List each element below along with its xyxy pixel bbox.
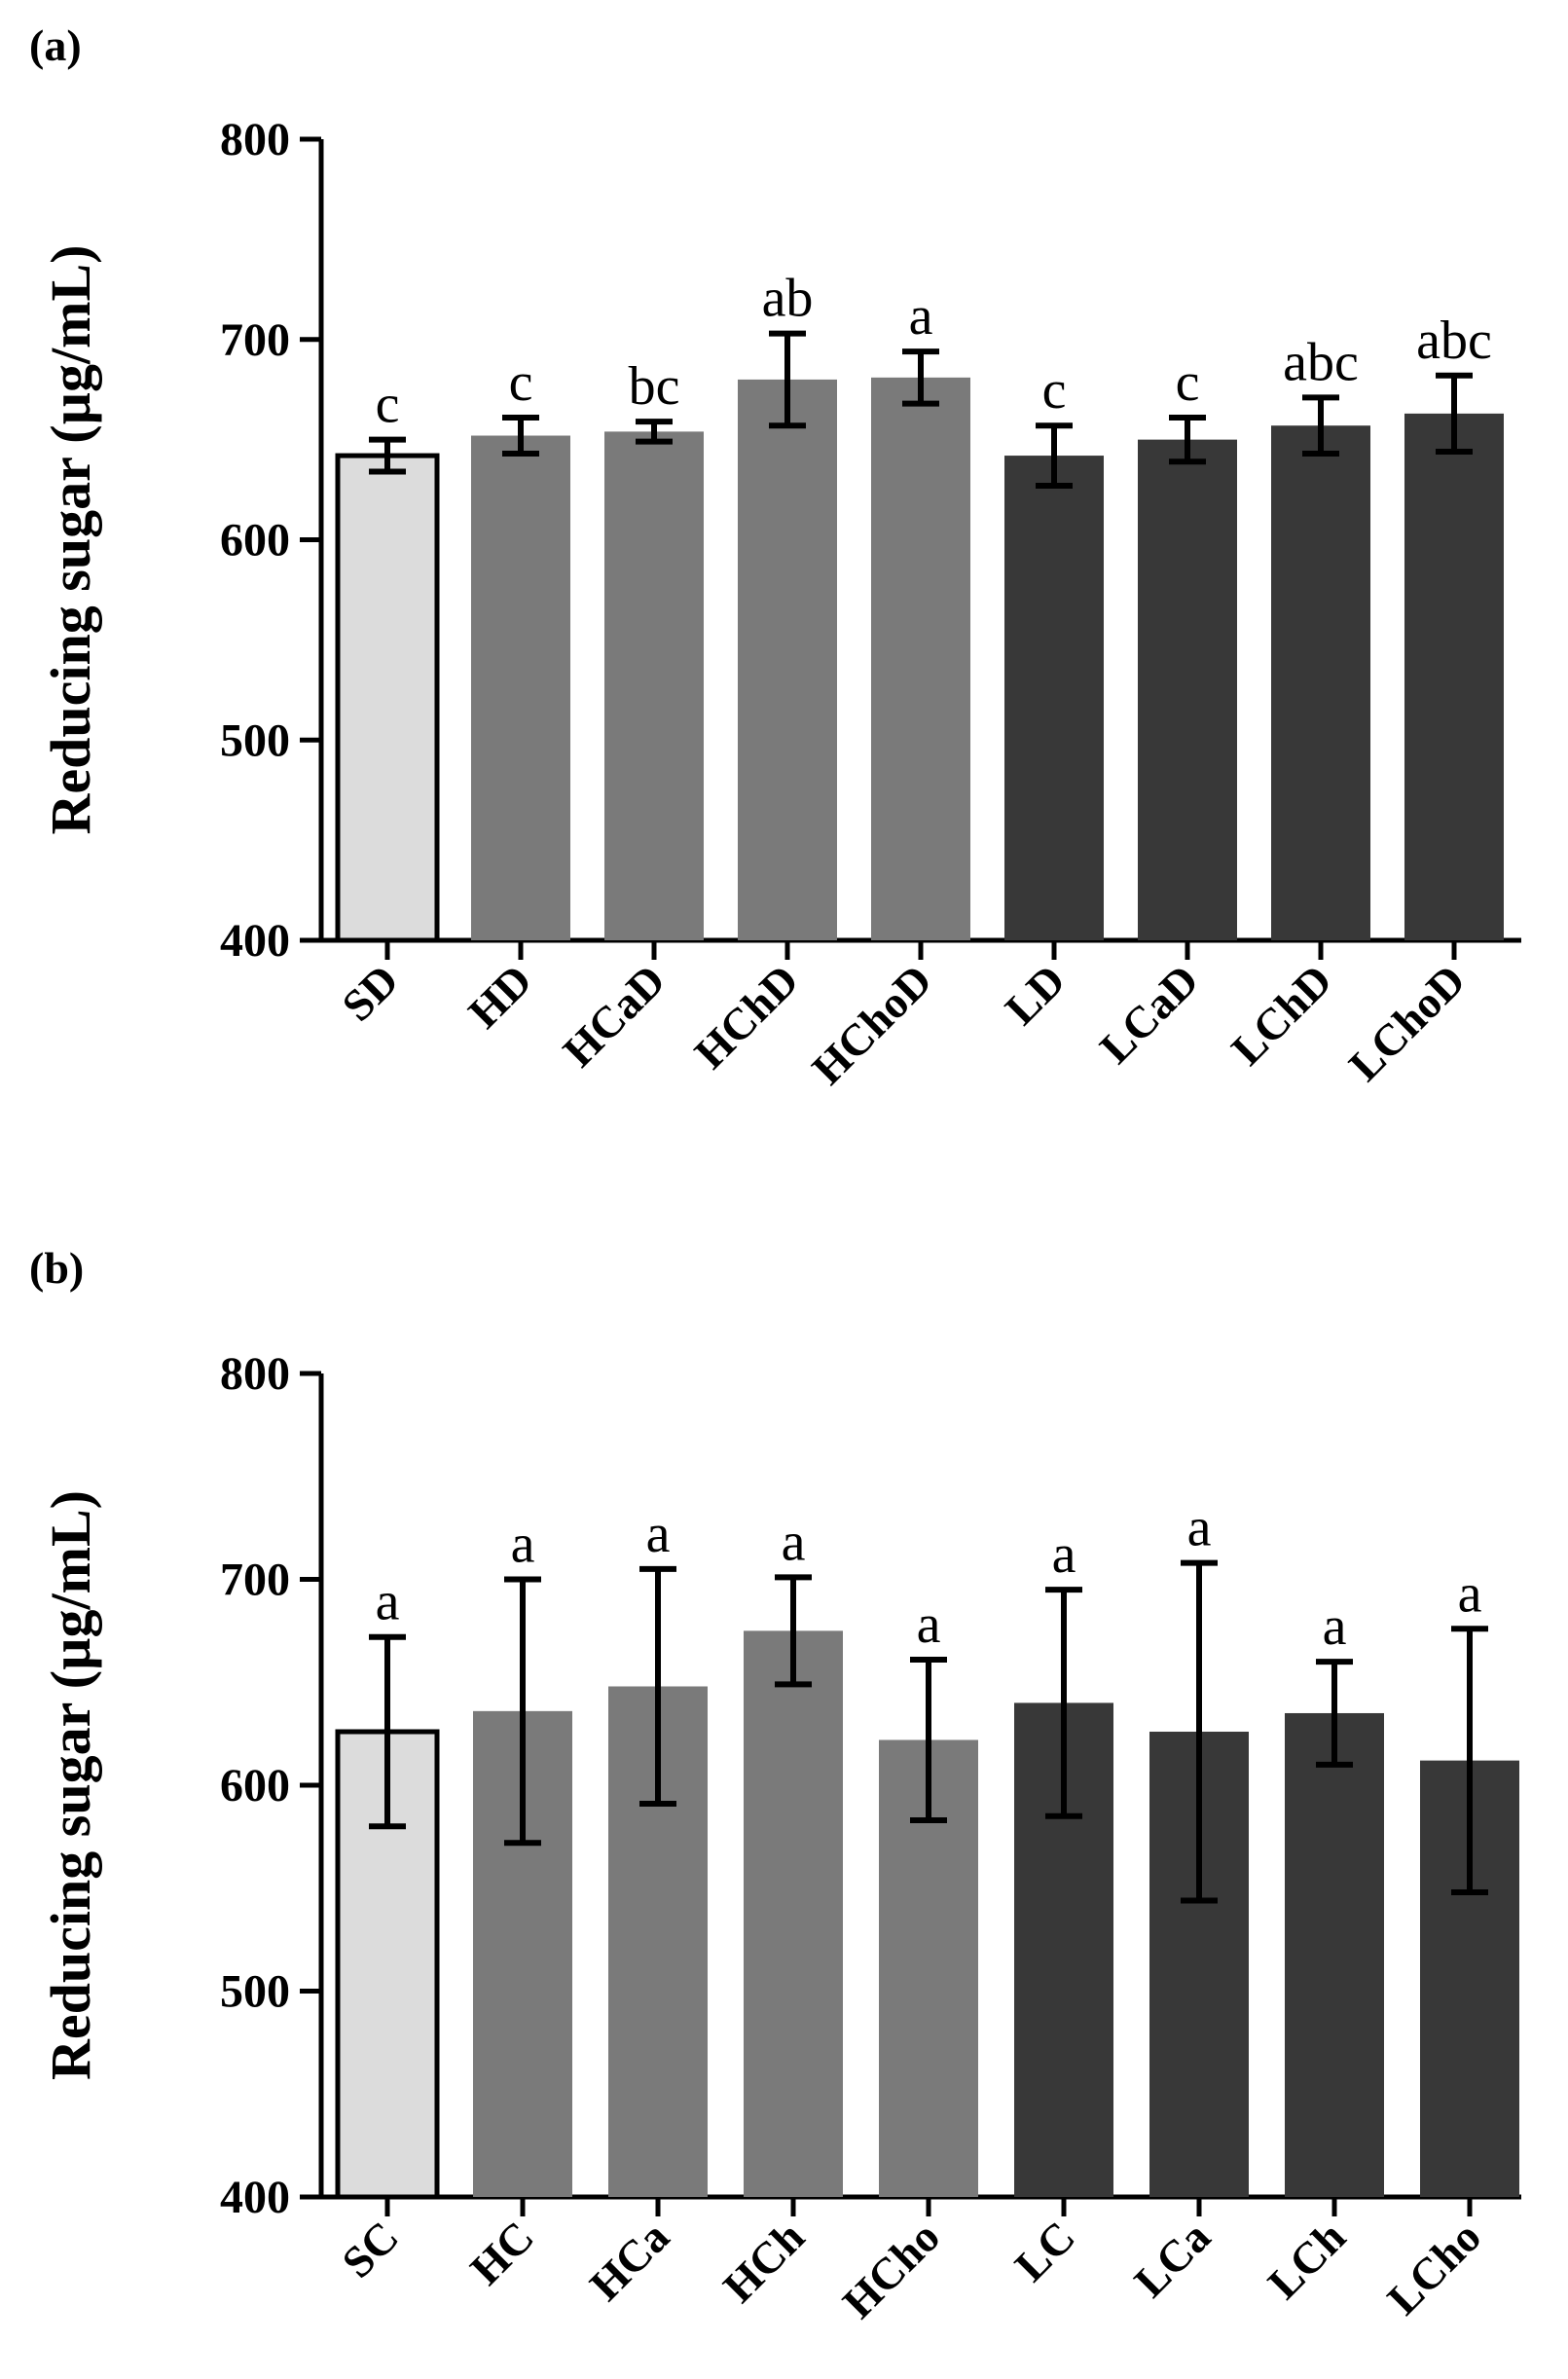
bar bbox=[871, 377, 970, 940]
significance-label: c bbox=[1176, 352, 1200, 413]
y-tick-label: 600 bbox=[220, 515, 290, 567]
significance-label: c bbox=[376, 375, 400, 435]
x-tick-label: LCa bbox=[1125, 2212, 1221, 2307]
significance-label: a bbox=[782, 1512, 806, 1572]
x-tick-label: HChD bbox=[685, 955, 808, 1078]
y-tick-label: 400 bbox=[220, 915, 290, 967]
significance-label: a bbox=[511, 1515, 535, 1575]
significance-label: a bbox=[909, 286, 933, 347]
x-tick-label: SC bbox=[332, 2212, 408, 2288]
y-tick-label: 500 bbox=[220, 714, 290, 766]
significance-label: abc bbox=[1283, 332, 1359, 392]
x-tick-label: LChD bbox=[1222, 955, 1341, 1075]
x-tick-label: LD bbox=[996, 955, 1075, 1034]
significance-label: bc bbox=[629, 356, 680, 417]
x-tick-label: HD bbox=[458, 955, 541, 1038]
chart-panel-b: (b) Reducing sugar (µg/mL) 400 500 600 700 800… bbox=[29, 1243, 1521, 2327]
bar bbox=[1271, 425, 1370, 940]
x-tick-label: LChoD bbox=[1339, 955, 1475, 1090]
significance-label: c bbox=[1042, 360, 1067, 421]
y-tick-label: 800 bbox=[220, 1348, 290, 1400]
bar bbox=[1404, 413, 1504, 940]
y-axis-label: Reducing sugar (µg/mL) bbox=[39, 1490, 102, 2080]
y-tick-label: 500 bbox=[220, 1966, 290, 2018]
x-tick-label: LCaD bbox=[1090, 955, 1208, 1073]
bar bbox=[1004, 456, 1104, 940]
bar bbox=[744, 1630, 843, 2197]
bar bbox=[1138, 439, 1237, 940]
bar bbox=[471, 435, 570, 940]
significance-label: a bbox=[1187, 1498, 1212, 1558]
x-tick-label: HCh bbox=[713, 2212, 814, 2312]
significance-label: a bbox=[646, 1504, 671, 1564]
bar bbox=[335, 453, 440, 943]
chart-panel-a: (a) Reducing sugar (µg/mL) 400 500 600 700 800… bbox=[29, 20, 1521, 1094]
x-tick-label: HCa bbox=[580, 2212, 678, 2310]
bar bbox=[604, 431, 704, 940]
x-tick-label: HChoD bbox=[802, 955, 941, 1094]
panel-label: (a) bbox=[29, 20, 82, 70]
y-tick-label: 700 bbox=[220, 314, 290, 366]
y-axis-label: Reducing sugar (µg/mL) bbox=[39, 245, 102, 835]
x-tick-label: HCaD bbox=[553, 955, 675, 1077]
x-tick-label: HCho bbox=[833, 2212, 949, 2327]
y-tick-label: 400 bbox=[220, 2172, 290, 2223]
x-tick-label: LC bbox=[1005, 2212, 1084, 2290]
significance-label: c bbox=[509, 352, 533, 413]
y-tick-label: 600 bbox=[220, 1760, 290, 1812]
significance-label: abc bbox=[1416, 311, 1492, 371]
y-tick-label: 800 bbox=[220, 114, 290, 165]
significance-label: a bbox=[376, 1572, 400, 1632]
significance-label: a bbox=[917, 1594, 941, 1655]
significance-label: a bbox=[1052, 1524, 1076, 1585]
bar bbox=[1285, 1712, 1384, 2197]
y-tick-label: 700 bbox=[220, 1555, 290, 1606]
x-tick-label: SD bbox=[332, 955, 408, 1031]
significance-label: a bbox=[1323, 1596, 1347, 1657]
x-tick-label: LCh bbox=[1258, 2212, 1355, 2308]
panel-label: (b) bbox=[29, 1243, 84, 1293]
x-tick-label: HC bbox=[460, 2212, 543, 2294]
significance-label: a bbox=[1458, 1563, 1482, 1624]
significance-label: ab bbox=[762, 269, 814, 329]
bar bbox=[738, 379, 837, 940]
x-tick-label: LCho bbox=[1377, 2212, 1490, 2324]
